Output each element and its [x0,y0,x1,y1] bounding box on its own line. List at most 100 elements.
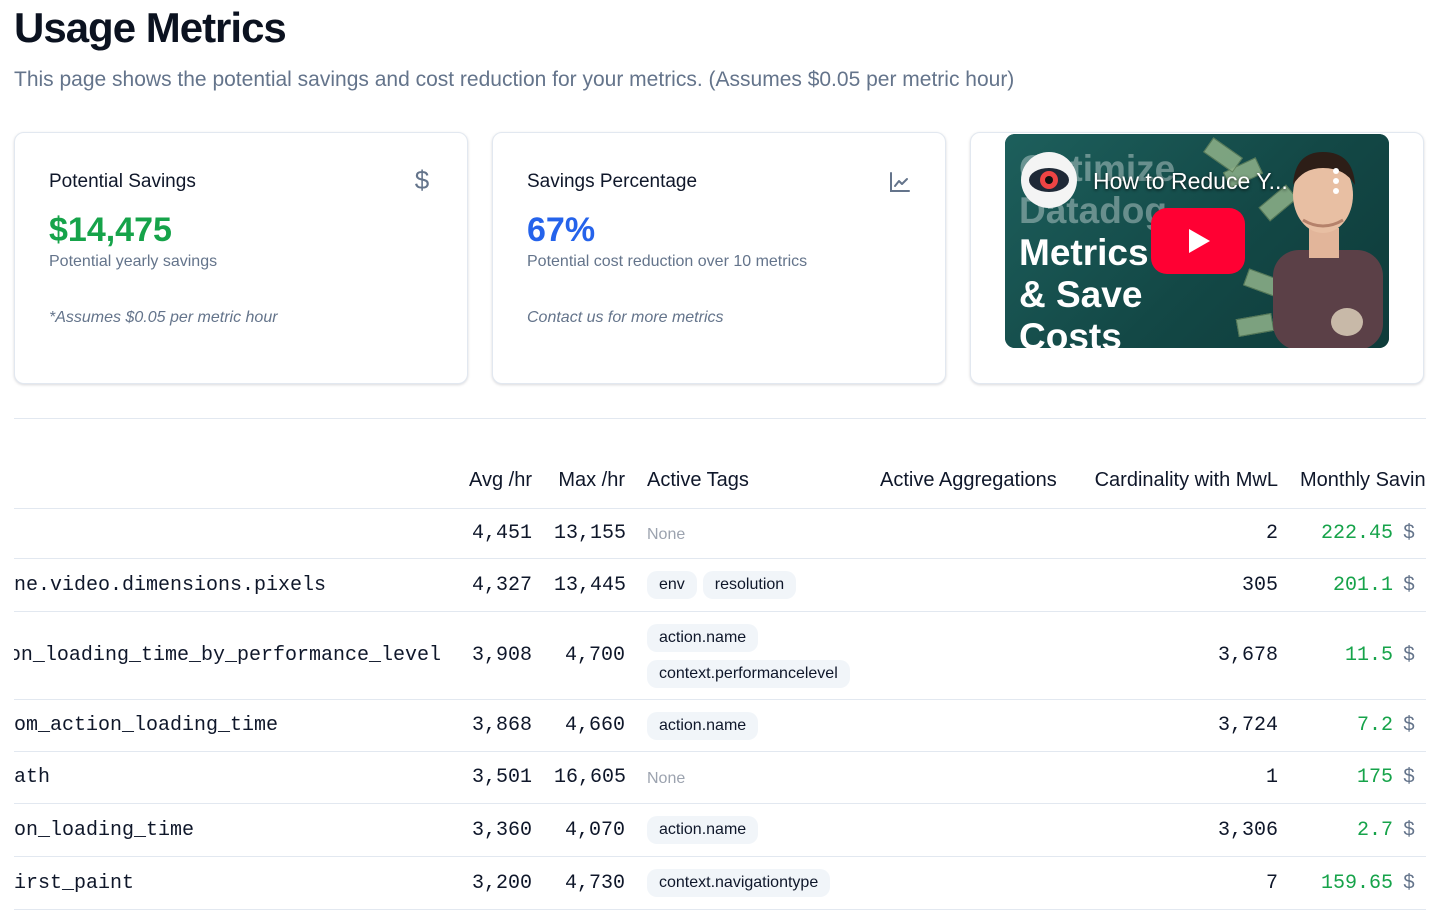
metric-name: on_loading_time_by_performance_level [14,644,441,667]
metric-name-cell[interactable]: om_action_loading_time [14,699,452,752]
line-chart-icon [889,167,911,193]
percentage-value: 67% [527,211,596,249]
max-per-hour: 13,445 [543,558,636,612]
savings-value: $14,475 [49,211,172,249]
dollar-icon: $ [414,165,430,195]
metric-name-cell[interactable]: on_loading_time [14,803,452,857]
metric-name: on_loading_time [14,818,195,842]
table-header-row: Avg /hr Max /hr Active Tags Active Aggre… [14,452,1426,509]
table-row[interactable]: on_loading_time 3,360 4,070 action.name 3,30… [14,803,1426,857]
active-aggregations [869,856,1066,910]
metric-name: om_action_loading_time [14,714,279,737]
card-description: Potential yearly savings [49,253,218,270]
channel-avatar[interactable] [1021,152,1077,208]
metric-name-cell[interactable] [14,508,452,559]
tag-chip: context.performancelevel [647,659,850,688]
savings-percentage-card: Savings Percentage 67% Potential cost re… [492,132,946,384]
column-header-avg[interactable]: Avg /hr [452,452,543,509]
avg-per-hour: 3,908 [452,611,543,700]
tag-chip: context.navigationtype [647,869,831,897]
column-header-aggregations[interactable]: Active Aggregations [869,452,1066,509]
table-row[interactable]: on_loading_time_by_performance_level 3,90… [14,611,1426,700]
monthly-savings-value: 159.65 [1320,871,1393,895]
card-description: Potential cost reduction over 10 metrics [527,253,808,270]
play-button[interactable] [1151,208,1245,274]
thumbnail-text: Optimize Datadog Metrics & Save Costs [1019,148,1176,348]
currency-symbol: $ [1402,573,1415,597]
tag-chip: env [647,571,697,599]
play-icon [1189,229,1210,253]
card-note: *Assumes $0.05 per metric hour [49,309,278,326]
avg-per-hour: 3,501 [452,751,543,804]
table-row[interactable]: ath 3,501 16,605 None 1 175 $ [14,751,1426,804]
max-per-hour: 4,700 [543,611,636,700]
currency-symbol: $ [1402,714,1415,737]
tag-chip: action.name [647,623,759,652]
active-tags-cell: None [636,751,869,804]
no-tags-label: None [647,526,686,543]
table-row[interactable]: om_action_loading_time 3,868 4,660 action.n… [14,699,1426,752]
monthly-savings-cell: 2.7 $ [1289,803,1426,857]
table-row[interactable]: 4,451 13,155 None 2 222.45 $ [14,508,1426,559]
metric-name: irst_paint [14,871,135,895]
active-aggregations [869,508,1066,559]
more-options-icon[interactable] [1331,166,1341,196]
monthly-savings-cell: 222.45 $ [1289,508,1426,559]
cardinality-value: 305 [1066,558,1289,612]
column-header-savings[interactable]: Monthly Savings [1289,452,1426,509]
currency-symbol: $ [1402,644,1415,667]
monthly-savings-value: 11.5 [1344,644,1393,667]
tag-chip: action.name [647,711,759,740]
monthly-savings-cell: 175 $ [1289,751,1426,804]
active-tags-cell: env resolution [636,558,869,612]
metric-name-cell[interactable]: ath [14,751,452,804]
metric-name-cell[interactable]: on_loading_time_by_performance_level [14,611,452,700]
table-row[interactable]: irst_paint 3,200 4,730 context.navigationty… [14,856,1426,910]
cardinality-value: 7 [1066,856,1289,910]
no-tags-label: None [647,770,686,787]
monthly-savings-cell: 201.1 $ [1289,558,1426,612]
cardinality-value: 3,306 [1066,803,1289,857]
column-header-metric[interactable] [14,452,452,509]
video-title[interactable]: How to Reduce Y... [1093,168,1288,194]
table-row[interactable]: ne.video.dimensions.pixels 4,327 13,445 env… [14,558,1426,612]
active-aggregations [869,803,1066,857]
metric-name-cell[interactable]: ne.video.dimensions.pixels [14,558,452,612]
currency-symbol: $ [1402,522,1415,545]
monthly-savings-value: 7.2 [1356,714,1393,737]
cardinality-value: 3,678 [1066,611,1289,700]
active-tags-cell: context.navigationtype [636,856,869,910]
avg-per-hour: 3,360 [452,803,543,857]
metric-name: ath [14,766,51,789]
monthly-savings-cell: 11.5 $ [1289,611,1426,700]
metrics-table: Avg /hr Max /hr Active Tags Active Aggre… [14,452,1426,912]
contact-note: Contact us for more metrics [527,309,724,326]
presenter-image [1273,152,1383,348]
video-embed[interactable]: Optimize Datadog Metrics & Save Costs Ho… [1005,134,1389,348]
cardinality-value: 3,724 [1066,699,1289,752]
avg-per-hour: 4,327 [452,558,543,612]
cardinality-value: 2 [1066,508,1289,559]
max-per-hour: 16,605 [543,751,636,804]
monthly-savings-cell: 159.65 $ [1289,856,1426,910]
potential-savings-card: Potential Savings $ $14,475 Potential ye… [14,132,468,384]
column-header-max[interactable]: Max /hr [543,452,636,509]
monthly-savings-value: 201.1 [1332,573,1393,597]
avg-per-hour: 4,451 [452,508,543,559]
currency-symbol: $ [1402,818,1415,842]
metric-name-cell[interactable]: irst_paint [14,856,452,910]
active-tags-cell: action.name [636,803,869,857]
tag-chip: resolution [702,571,797,599]
avg-per-hour: 3,868 [452,699,543,752]
metric-name: ne.video.dimensions.pixels [14,573,327,597]
divider [14,418,1426,419]
column-header-tags[interactable]: Active Tags [636,452,869,509]
active-aggregations [869,699,1066,752]
active-tags-cell: action.name context.performancelevel [636,611,869,700]
currency-symbol: $ [1402,766,1415,789]
active-aggregations [869,558,1066,612]
active-tags-cell: action.name [636,699,869,752]
column-header-cardinality[interactable]: Cardinality with MwL [1066,452,1289,509]
max-per-hour: 4,070 [543,803,636,857]
active-aggregations [869,611,1066,700]
